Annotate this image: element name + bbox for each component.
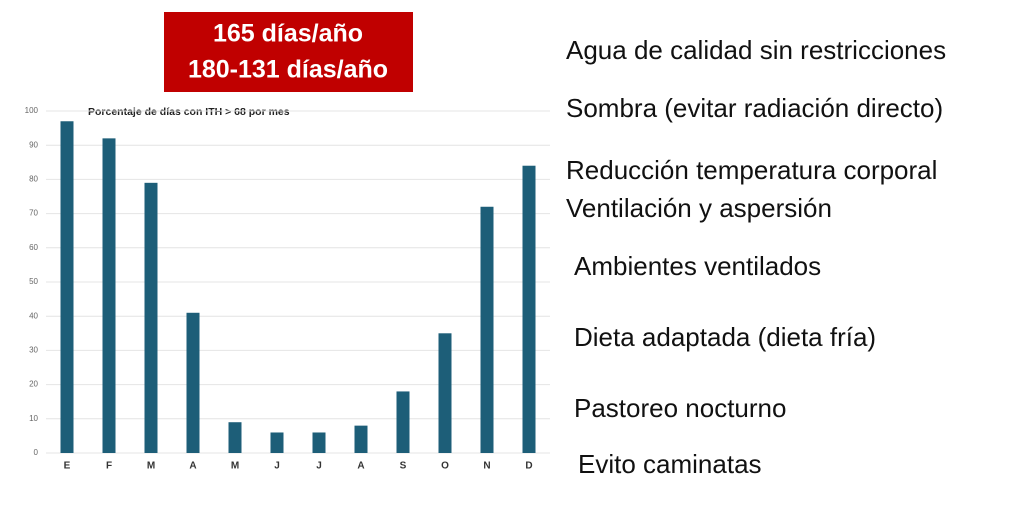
chart-title: Porcentaje de días con ITH > 68 por mes bbox=[88, 106, 290, 118]
x-tick-label: S bbox=[400, 461, 407, 472]
x-tick-label: J bbox=[274, 461, 280, 472]
bar bbox=[438, 333, 452, 453]
bar bbox=[144, 182, 158, 453]
y-tick-label: 80 bbox=[29, 175, 38, 184]
x-tick-label: M bbox=[147, 461, 155, 472]
y-tick-label: 50 bbox=[29, 277, 38, 286]
bar bbox=[228, 422, 242, 453]
y-tick-label: 40 bbox=[29, 311, 38, 320]
measure: Ambientes ventilados bbox=[574, 251, 821, 281]
y-tick-label: 30 bbox=[29, 346, 38, 355]
banner-line: 180-131 días/año bbox=[188, 56, 388, 84]
x-tick-label: A bbox=[357, 461, 364, 472]
measure: Pastoreo nocturno bbox=[574, 393, 786, 423]
x-tick-label: N bbox=[483, 461, 490, 472]
bar bbox=[102, 138, 116, 454]
bar bbox=[270, 432, 284, 453]
measure: Evito caminatas bbox=[578, 449, 762, 479]
bar bbox=[354, 425, 368, 453]
x-tick-label: F bbox=[106, 461, 112, 472]
measure: Dieta adaptada (dieta fría) bbox=[574, 322, 876, 352]
bar bbox=[396, 391, 410, 453]
x-tick-label: O bbox=[441, 461, 449, 472]
bar bbox=[60, 121, 74, 453]
bar bbox=[312, 432, 326, 453]
y-tick-label: 0 bbox=[34, 448, 39, 457]
banner-box bbox=[164, 12, 413, 92]
measure: Agua de calidad sin restricciones bbox=[566, 35, 946, 65]
bar bbox=[186, 312, 200, 453]
y-tick-label: 90 bbox=[29, 140, 38, 149]
x-tick-label: D bbox=[525, 461, 532, 472]
y-tick-label: 100 bbox=[25, 106, 39, 115]
measure: Sombra (evitar radiación directo) bbox=[566, 93, 943, 123]
bar bbox=[522, 165, 536, 453]
bar bbox=[480, 206, 494, 453]
y-tick-label: 20 bbox=[29, 380, 38, 389]
x-tick-label: M bbox=[231, 461, 239, 472]
x-tick-label: A bbox=[189, 461, 196, 472]
banner-line: 165 días/año bbox=[213, 20, 363, 48]
x-tick-label: E bbox=[64, 461, 71, 472]
measure: Ventilación y aspersión bbox=[566, 193, 832, 223]
y-tick-label: 10 bbox=[29, 414, 38, 423]
x-tick-label: J bbox=[316, 461, 322, 472]
measure: Reducción temperatura corporal bbox=[566, 155, 937, 185]
y-tick-label: 70 bbox=[29, 209, 38, 218]
y-tick-label: 60 bbox=[29, 243, 38, 252]
